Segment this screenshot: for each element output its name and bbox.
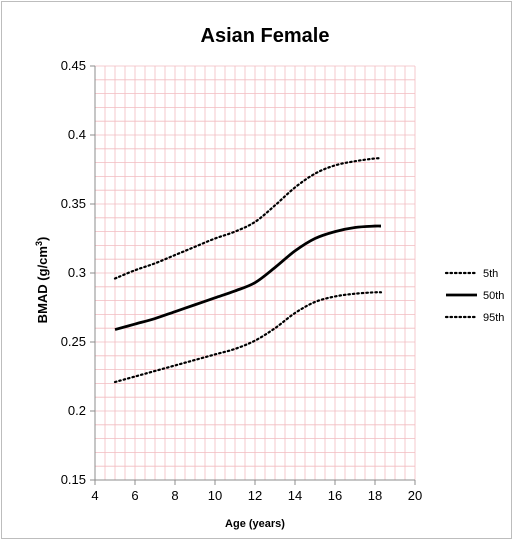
y-axis-label-main: BMAD (g/cm	[35, 246, 50, 323]
series-line-50th	[114, 224, 382, 331]
x-tick-label: 18	[368, 488, 382, 503]
x-tick-label: 8	[171, 488, 178, 503]
y-tick-label: 0.3	[68, 265, 86, 280]
legend-label-50th: 50th	[483, 290, 504, 302]
y-tick-label: 0.4	[68, 127, 86, 142]
x-tick-label: 4	[91, 488, 98, 503]
x-axis-label: Age (years)	[225, 518, 285, 530]
x-tick-label: 16	[328, 488, 342, 503]
x-tick-label: 10	[208, 488, 222, 503]
legend-label-5th: 5th	[483, 268, 498, 280]
y-tick-label: 0.45	[61, 58, 86, 73]
y-tick-label: 0.35	[61, 196, 86, 211]
series-line-5th	[113, 157, 383, 280]
series-layer	[113, 157, 383, 384]
tick-layer: 0.15 0.2 0.25 0.3 0.35 0.4 0.45 4 6 8 10 12 14 16 18 20	[61, 58, 423, 503]
y-tick-label: 0.2	[68, 403, 86, 418]
chart-title: Asian Female	[201, 25, 330, 47]
series-line-95th	[113, 291, 383, 384]
x-tick-label: 12	[248, 488, 262, 503]
grid	[94, 65, 416, 481]
legend: 5th 50th 95th	[444, 268, 504, 324]
y-tick-label: 0.25	[61, 334, 86, 349]
y-tick-label: 0.15	[61, 472, 86, 487]
y-axis-label: BMAD (g/cm3)	[34, 237, 50, 324]
x-tick-label: 20	[408, 488, 422, 503]
x-tick-label: 6	[131, 488, 138, 503]
y-axis-label-superscript: 3	[34, 241, 44, 246]
y-axis-label-close: )	[35, 237, 50, 241]
x-tick-label: 14	[288, 488, 302, 503]
legend-label-95th: 95th	[483, 312, 504, 324]
